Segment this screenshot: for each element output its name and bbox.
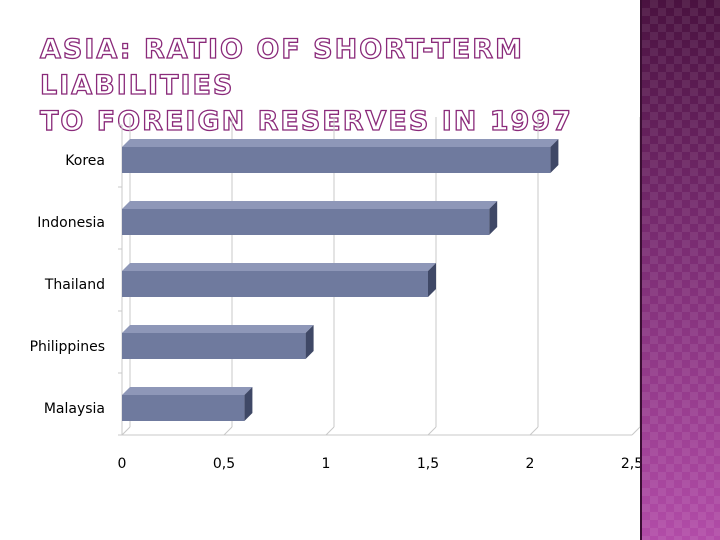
floor-gridline xyxy=(223,426,233,436)
x-tick-label: 1 xyxy=(322,456,331,472)
floor-gridline xyxy=(325,426,335,436)
sidebar-edge xyxy=(640,0,642,540)
bar-chart: Korea Indonesia Thailand Philippines Malaysi… xyxy=(30,117,640,472)
slide-title-line-1: Asia: ratio of short-term liabilities xyxy=(39,33,524,101)
x-tick-label: 0 xyxy=(118,456,127,472)
category-label: Indonesia xyxy=(37,215,105,231)
slide-title-line-2: to foreign reserves in 1997 xyxy=(39,105,573,137)
slide-title: Asia: ratio of short-term liabilities to… xyxy=(39,32,640,140)
category-label: Malaysia xyxy=(44,401,105,417)
floor-gridline xyxy=(631,426,640,436)
bar-malaysia xyxy=(122,387,253,421)
floor-gridline xyxy=(427,426,437,436)
bar-korea xyxy=(122,139,559,173)
category-label: Korea xyxy=(65,153,105,169)
bar-philippines xyxy=(122,325,314,359)
x-tick-label: 1,5 xyxy=(417,456,439,472)
chart-bars xyxy=(122,139,559,421)
category-label: Thailand xyxy=(44,277,105,293)
floor-gridline xyxy=(121,426,131,436)
x-tick-label: 2,5 xyxy=(621,456,640,472)
bar-indonesia xyxy=(122,201,498,235)
decorative-sidebar xyxy=(642,0,720,540)
floor-gridline xyxy=(529,426,539,436)
x-tick-label: 2 xyxy=(526,456,535,472)
chart-category-labels: Korea Indonesia Thailand Philippines Malaysi… xyxy=(30,153,105,417)
chart-x-tick-labels: 0 0,5 1 1,5 2 2,5 xyxy=(118,456,640,472)
category-label: Philippines xyxy=(30,339,105,355)
x-tick-label: 0,5 xyxy=(213,456,235,472)
bar-thailand xyxy=(122,263,436,297)
